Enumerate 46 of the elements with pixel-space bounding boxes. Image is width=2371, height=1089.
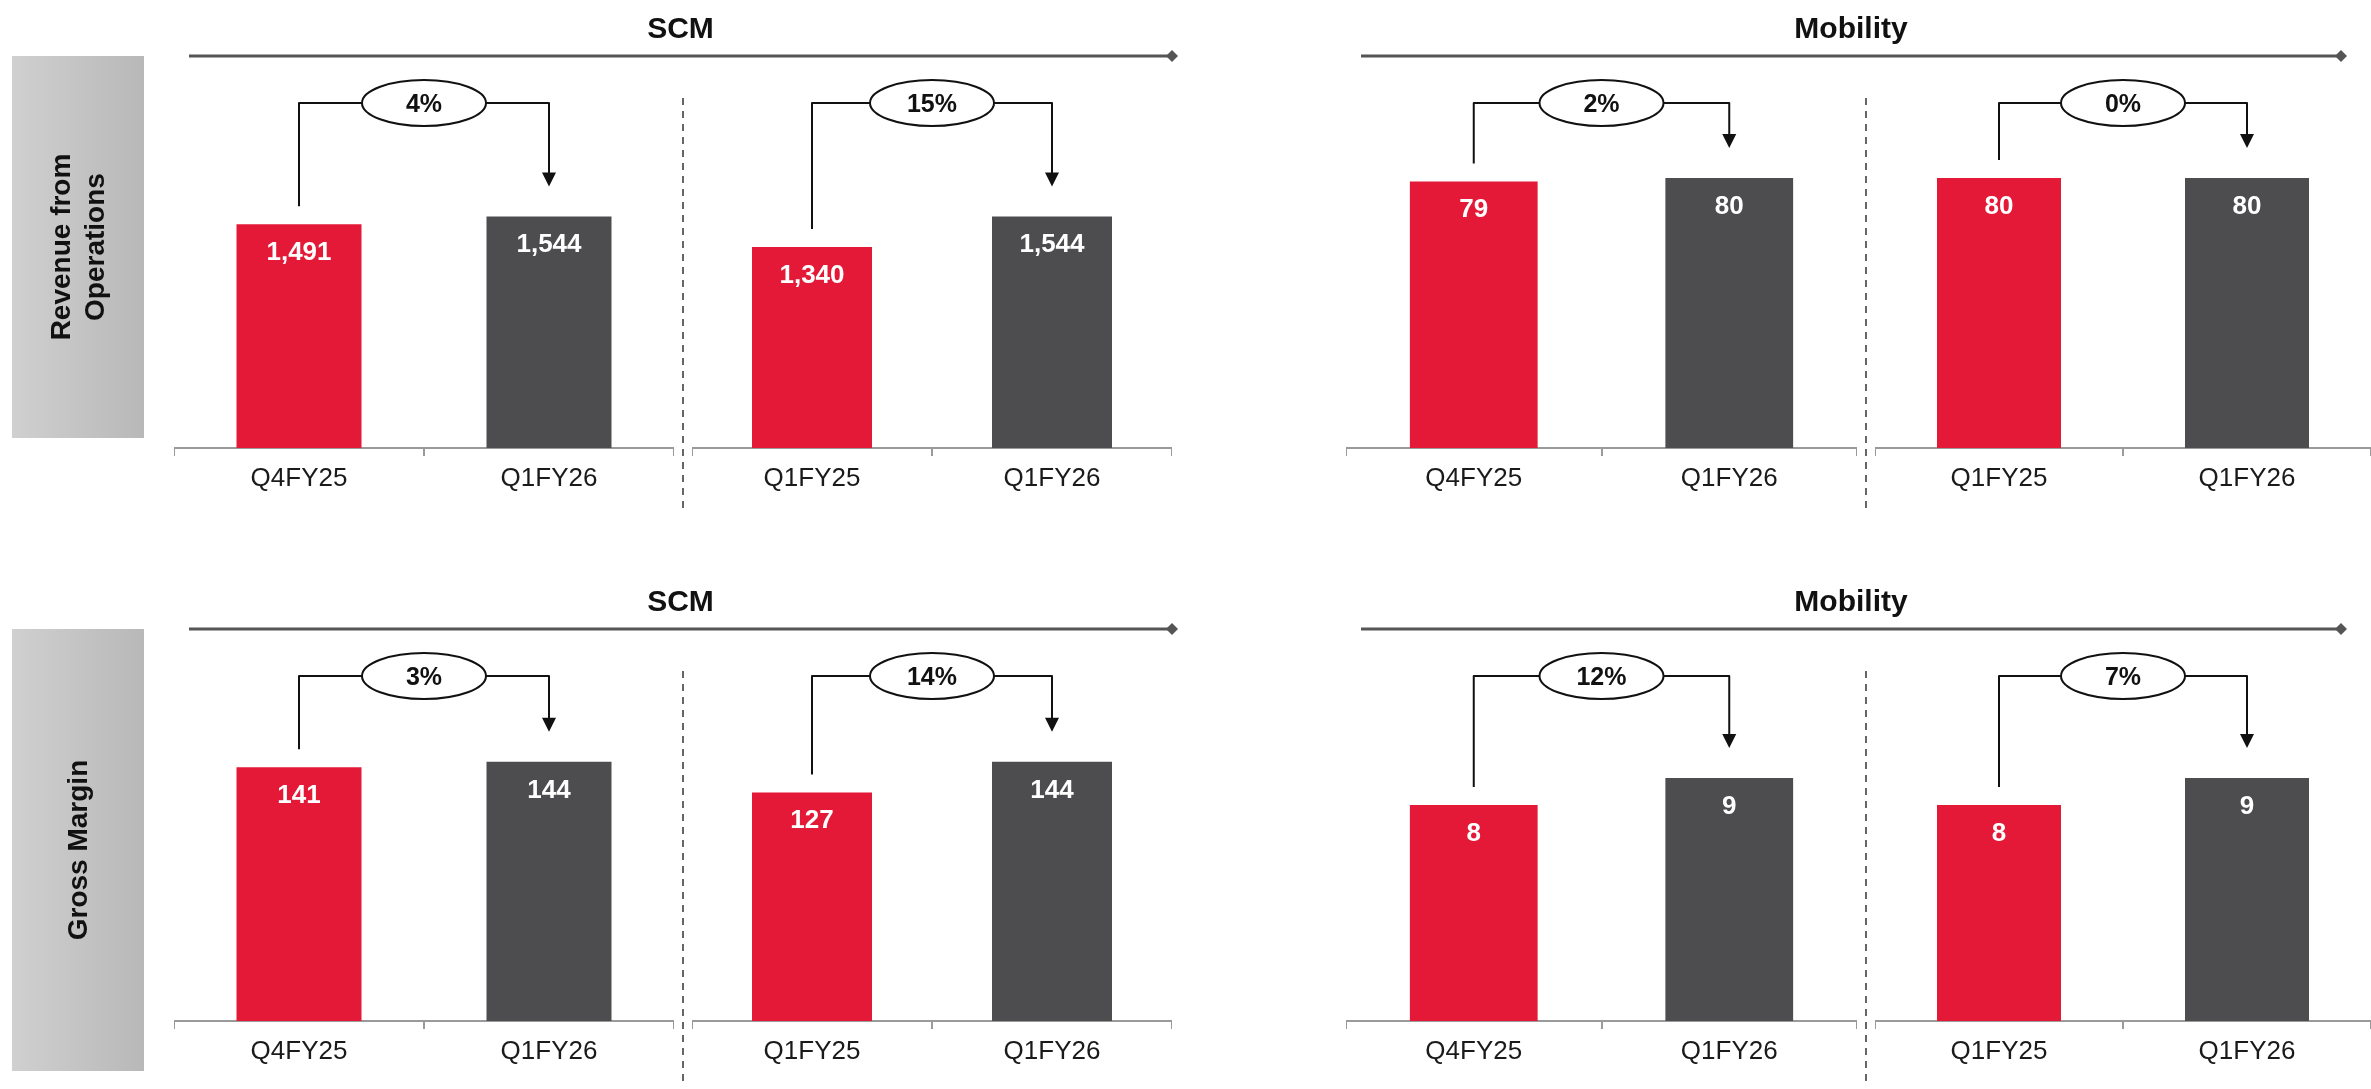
x-tick-label: Q1FY26: [1003, 462, 1101, 492]
x-tick-label: Q1FY25: [1950, 1035, 2048, 1065]
data-label: 144: [527, 773, 572, 804]
y-axis-title: Revenue from Operations: [44, 152, 111, 343]
data-label: 9: [2239, 790, 2255, 820]
x-tick-label: Q1FY25: [763, 1035, 861, 1065]
x-tick-label: Q4FY25: [1425, 1035, 1523, 1065]
text: 14%: [905, 661, 958, 691]
x-tick-label: Q4FY25: [250, 1035, 348, 1065]
data-label: 1,491: [266, 236, 332, 267]
chart-title: Mobility: [1793, 10, 1909, 46]
data-label: 8: [1991, 817, 2007, 847]
text: 7%: [2103, 661, 2143, 691]
y-axis-title: Gross Margin: [61, 758, 94, 943]
text: 2%: [1582, 88, 1621, 118]
data-label: 127: [790, 804, 834, 835]
text: 15%: [905, 88, 958, 118]
x-tick-label: Q1FY25: [1950, 462, 2048, 492]
data-label: 1,544: [1019, 228, 1086, 259]
x-tick-label: Q4FY25: [250, 462, 348, 492]
x-tick-label: Q1FY26: [2198, 1035, 2296, 1065]
x-tick-label: Q1FY26: [1003, 1035, 1101, 1065]
chart-title: SCM: [646, 583, 715, 619]
text: 0%: [2103, 88, 2143, 118]
x-tick-label: Q1FY26: [2198, 462, 2296, 492]
text: 12%: [1575, 661, 1628, 691]
data-label: 80: [1984, 190, 2014, 220]
data-label: 80: [1714, 190, 1744, 220]
data-label: 141: [277, 779, 321, 810]
chart-title: SCM: [646, 10, 715, 46]
data-label: 1,340: [779, 259, 845, 289]
x-tick-label: Q1FY26: [500, 462, 598, 492]
x-tick-label: Q4FY25: [1425, 462, 1523, 492]
chart-title: Mobility: [1793, 583, 1909, 619]
text: 3%: [404, 661, 444, 691]
data-label: 9: [1722, 790, 1737, 820]
data-label: 144: [1030, 773, 1075, 804]
text: 4%: [404, 88, 444, 118]
data-label: 80: [2232, 190, 2262, 220]
x-tick-label: Q1FY26: [500, 1035, 598, 1065]
x-tick-label: Q1FY26: [1680, 462, 1778, 492]
x-tick-label: Q1FY26: [1680, 1035, 1778, 1065]
data-label: 79: [1459, 193, 1489, 224]
x-tick-label: Q1FY25: [763, 462, 861, 492]
data-label: 8: [1466, 817, 1481, 847]
data-label: 1,544: [516, 228, 583, 259]
